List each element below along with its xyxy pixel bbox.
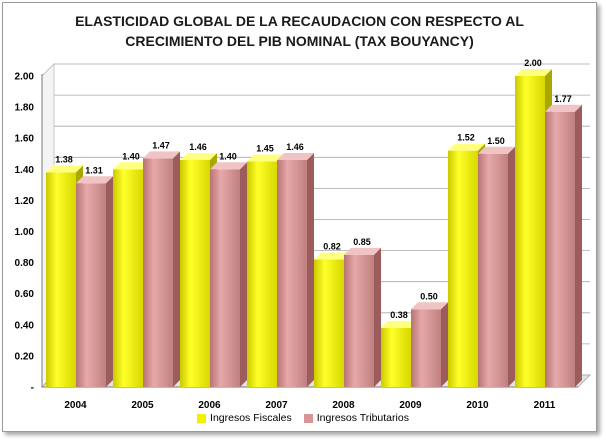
- bar-front: [478, 153, 508, 387]
- legend-swatch-yellow: [197, 413, 207, 423]
- bars: [46, 69, 582, 387]
- legend-label-ingresos-fiscales: Ingresos Fiscales: [210, 412, 292, 424]
- bar-ingresos-tributarios: [344, 247, 381, 387]
- bar-top: [344, 247, 381, 255]
- legend-item-ingresos-tributarios: Ingresos Tributarios: [303, 412, 409, 424]
- bar-side: [575, 104, 582, 387]
- legend-item-ingresos-fiscales: Ingresos Fiscales: [197, 412, 292, 424]
- bar-top: [180, 152, 217, 160]
- bar-front: [381, 327, 411, 387]
- chart-title-line-2: CRECIMIENTO DEL PIB NOMINAL (TAX BOUYANC…: [125, 33, 474, 49]
- data-label: 1.47: [152, 140, 170, 150]
- y-tick-label: 1.20: [15, 196, 35, 207]
- data-label: 1.38: [55, 154, 73, 164]
- data-label: 2.00: [524, 58, 542, 68]
- y-tick-label: 1.00: [15, 227, 35, 238]
- x-tick-label: 2006: [198, 400, 221, 411]
- x-tick-label: 2005: [131, 400, 154, 411]
- data-label: 1.46: [189, 142, 207, 152]
- data-label: 1.40: [122, 151, 140, 161]
- data-label: 1.46: [286, 142, 304, 152]
- bar-front: [180, 159, 210, 387]
- data-label: 1.50: [487, 136, 505, 146]
- bar-side: [307, 152, 314, 387]
- data-label: 1.77: [554, 94, 572, 104]
- bar-front: [545, 111, 575, 387]
- bar-ingresos-tributarios: [76, 176, 113, 387]
- bar-ingresos-tributarios: [143, 151, 180, 387]
- bar-top: [143, 151, 180, 159]
- bar-front: [344, 254, 374, 387]
- bar-front: [277, 159, 307, 387]
- y-tick-label: 0.40: [15, 320, 35, 331]
- bar-side: [441, 302, 448, 387]
- bar-side: [240, 162, 247, 387]
- data-label: 1.31: [85, 165, 103, 175]
- bar-front: [113, 169, 143, 387]
- gridline: [41, 63, 590, 77]
- y-tick-label: 1.80: [15, 103, 35, 114]
- bar-front: [210, 169, 240, 387]
- bar-top: [277, 152, 314, 160]
- bar-front: [314, 259, 344, 387]
- gridline: [41, 94, 590, 108]
- y-tick-label: 1.60: [15, 134, 35, 145]
- bar-side: [106, 176, 113, 387]
- data-label: 0.50: [420, 291, 438, 301]
- bar-ingresos-tributarios: [545, 104, 582, 387]
- data-labels: 1.38 1.31 1.40 1.47 1.46 1.40 1.45 1.46 0.82 0.85…: [55, 58, 572, 320]
- bar-top: [247, 154, 284, 162]
- y-tick-label: 0.60: [15, 289, 35, 300]
- y-tick-label: 0.20: [15, 351, 35, 362]
- y-tick-label: 0.80: [15, 258, 35, 269]
- bar-front: [247, 161, 277, 387]
- gridline: [41, 125, 590, 139]
- chart-title: ELASTICIDAD GLOBAL DE LA RECAUDACION CON…: [3, 11, 596, 51]
- bar-top: [545, 104, 582, 112]
- bar-front: [515, 76, 545, 387]
- x-tick-label: 2010: [466, 400, 489, 411]
- bar-side: [173, 151, 180, 387]
- bar-top: [113, 162, 150, 170]
- y-tick-label: 1.40: [15, 165, 35, 176]
- y-tick-label: -: [31, 383, 34, 394]
- bar-ingresos-tributarios: [277, 152, 314, 387]
- bar-top: [411, 302, 448, 310]
- bar-side: [508, 146, 515, 387]
- x-tick-label: 2011: [534, 400, 556, 411]
- bar-ingresos-tributarios: [411, 302, 448, 387]
- bar-top: [448, 143, 485, 151]
- bar-ingresos-tributarios: [478, 146, 515, 387]
- x-tick-label: 2004: [64, 400, 87, 411]
- bar-side: [374, 247, 381, 387]
- bar-front: [448, 150, 478, 387]
- bar-front: [411, 309, 441, 387]
- data-label: 1.45: [256, 144, 274, 154]
- x-tick-label: 2007: [265, 400, 288, 411]
- bar-front: [46, 172, 76, 387]
- legend-label-ingresos-tributarios: Ingresos Tributarios: [316, 412, 409, 424]
- legend: Ingresos Fiscales Ingresos Tributarios: [0, 412, 606, 424]
- data-label: 0.85: [353, 237, 371, 247]
- data-label: 0.38: [390, 310, 408, 320]
- bar-top: [381, 320, 418, 328]
- legend-swatch-pink: [303, 413, 313, 423]
- bar-ingresos-tributarios: [210, 162, 247, 387]
- bar-front: [76, 183, 106, 387]
- chart-title-line-1: ELASTICIDAD GLOBAL DE LA RECAUDACION CON…: [75, 13, 524, 29]
- x-tick-label: 2009: [399, 400, 422, 411]
- bar-top: [515, 69, 552, 76]
- x-tick-label: 2008: [332, 400, 355, 411]
- data-label: 1.40: [219, 151, 237, 161]
- bar-top: [76, 176, 113, 184]
- bar-top: [210, 162, 247, 170]
- data-label: 0.82: [323, 241, 341, 251]
- data-label: 1.52: [457, 133, 475, 143]
- y-tick-label: 2.00: [15, 72, 35, 83]
- bar-front: [143, 158, 173, 387]
- bar-top: [46, 165, 83, 173]
- bar-top: [478, 146, 515, 154]
- bar-top: [314, 252, 351, 260]
